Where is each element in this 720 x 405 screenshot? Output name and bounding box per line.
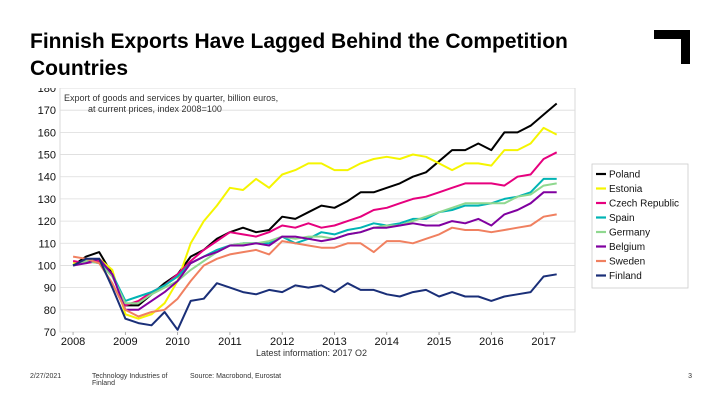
x-tick-label: 2008	[61, 336, 85, 348]
x-tick-label: 2016	[479, 336, 503, 348]
y-tick-label: 150	[38, 150, 56, 162]
plot-area	[59, 87, 576, 333]
x-tick-label: 2014	[375, 336, 399, 348]
legend-label: Sweden	[609, 257, 645, 268]
y-tick-label: 90	[44, 283, 56, 295]
x-tick-label: 2015	[427, 336, 451, 348]
legend-label: Czech Republic	[609, 199, 679, 210]
y-tick-label: 180	[38, 88, 56, 95]
legend-label: Spain	[609, 213, 635, 224]
x-tick-label: 2011	[218, 336, 242, 348]
chart-title-line-2: at current prices, index 2008=100	[88, 104, 222, 114]
y-tick-label: 120	[38, 216, 56, 228]
footer-page-number: 3	[688, 373, 692, 380]
legend-label: Poland	[609, 170, 640, 181]
y-tick-label: 70	[44, 327, 56, 339]
y-tick-label: 80	[44, 305, 56, 317]
footer-organization: Technology Industries of Finland	[92, 373, 168, 387]
x-tick-label: 2013	[322, 336, 346, 348]
slide-title: Finnish Exports Have Lagged Behind the C…	[30, 30, 568, 80]
series-line-germany	[72, 182, 557, 305]
legend-label: Estonia	[609, 184, 643, 195]
chart-container: 70 80 90 100 110 120 130 140 150 160 170 180 2008 20…	[28, 83, 690, 358]
x-tick-label: 2017	[531, 336, 555, 348]
y-tick-label: 140	[38, 172, 56, 184]
chart-title-line-1: Export of goods and services by quarter,…	[64, 93, 278, 103]
x-tick-label: 2012	[270, 336, 294, 348]
y-tick-label: 160	[38, 127, 56, 139]
legend-label: Germany	[609, 228, 650, 239]
series-line-finland	[72, 257, 557, 331]
export-index-chart: 70 80 90 100 110 120 130 140 150 160 170 180 2008 20…	[38, 83, 689, 358]
brand-logo-icon	[654, 30, 690, 64]
legend-box	[591, 163, 689, 289]
x-tick-label: 2010	[165, 336, 189, 348]
legend-label: Belgium	[609, 242, 645, 253]
series-line-belgium	[72, 191, 557, 311]
y-tick-label: 130	[38, 194, 56, 206]
x-tick-label: 2009	[113, 336, 137, 348]
series-line-sweden	[72, 213, 557, 318]
y-tick-label: 110	[38, 238, 56, 250]
chart-subtitle: Latest information: 2017 Q2	[256, 348, 367, 356]
legend-label: Finland	[609, 271, 642, 282]
footer-date: 2/27/2021	[30, 373, 62, 380]
y-tick-label: 170	[38, 105, 56, 117]
y-tick-label: 100	[38, 260, 56, 272]
series-line-spain	[72, 177, 557, 302]
footer-source: Source: Macrobond, Eurostat	[190, 373, 282, 380]
